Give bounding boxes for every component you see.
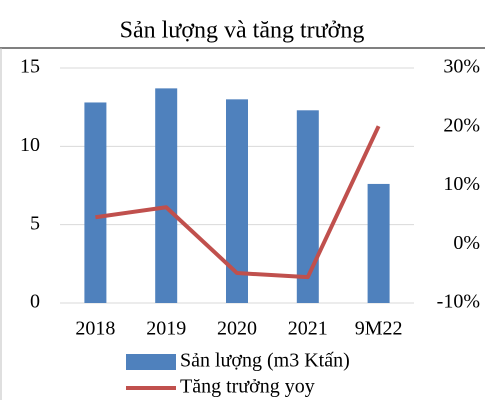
legend-swatch [126, 354, 176, 370]
x-tick-label: 9M22 [355, 318, 403, 340]
y-tick-label: 10 [20, 134, 40, 156]
y2-tick-label: 30% [443, 56, 480, 78]
bar [155, 88, 178, 303]
y-tick-label: 0 [30, 291, 40, 313]
line [95, 125, 381, 280]
x-tick-label: 2019 [146, 318, 186, 340]
bar [84, 102, 107, 303]
y2-tick-label: 0% [453, 232, 480, 254]
y-tick-label: 15 [20, 56, 40, 78]
legend-label: Tăng trưởng yoy [180, 376, 315, 398]
x-tick-label: 2021 [288, 318, 328, 340]
legend-label: Sản lượng (m3 Ktấn) [180, 350, 350, 372]
y2-tick-label: -10% [437, 291, 480, 313]
x-tick-label: 2020 [217, 318, 257, 340]
chart-title: Sản lượng và tăng trưởng [120, 18, 365, 44]
y-tick-label: 5 [30, 212, 40, 234]
bar [367, 183, 390, 303]
x-tick-label: 2018 [75, 318, 115, 340]
bar [226, 99, 248, 303]
y2-tick-label: 10% [443, 173, 480, 195]
bar [296, 110, 319, 303]
y2-tick-label: 20% [443, 114, 480, 136]
